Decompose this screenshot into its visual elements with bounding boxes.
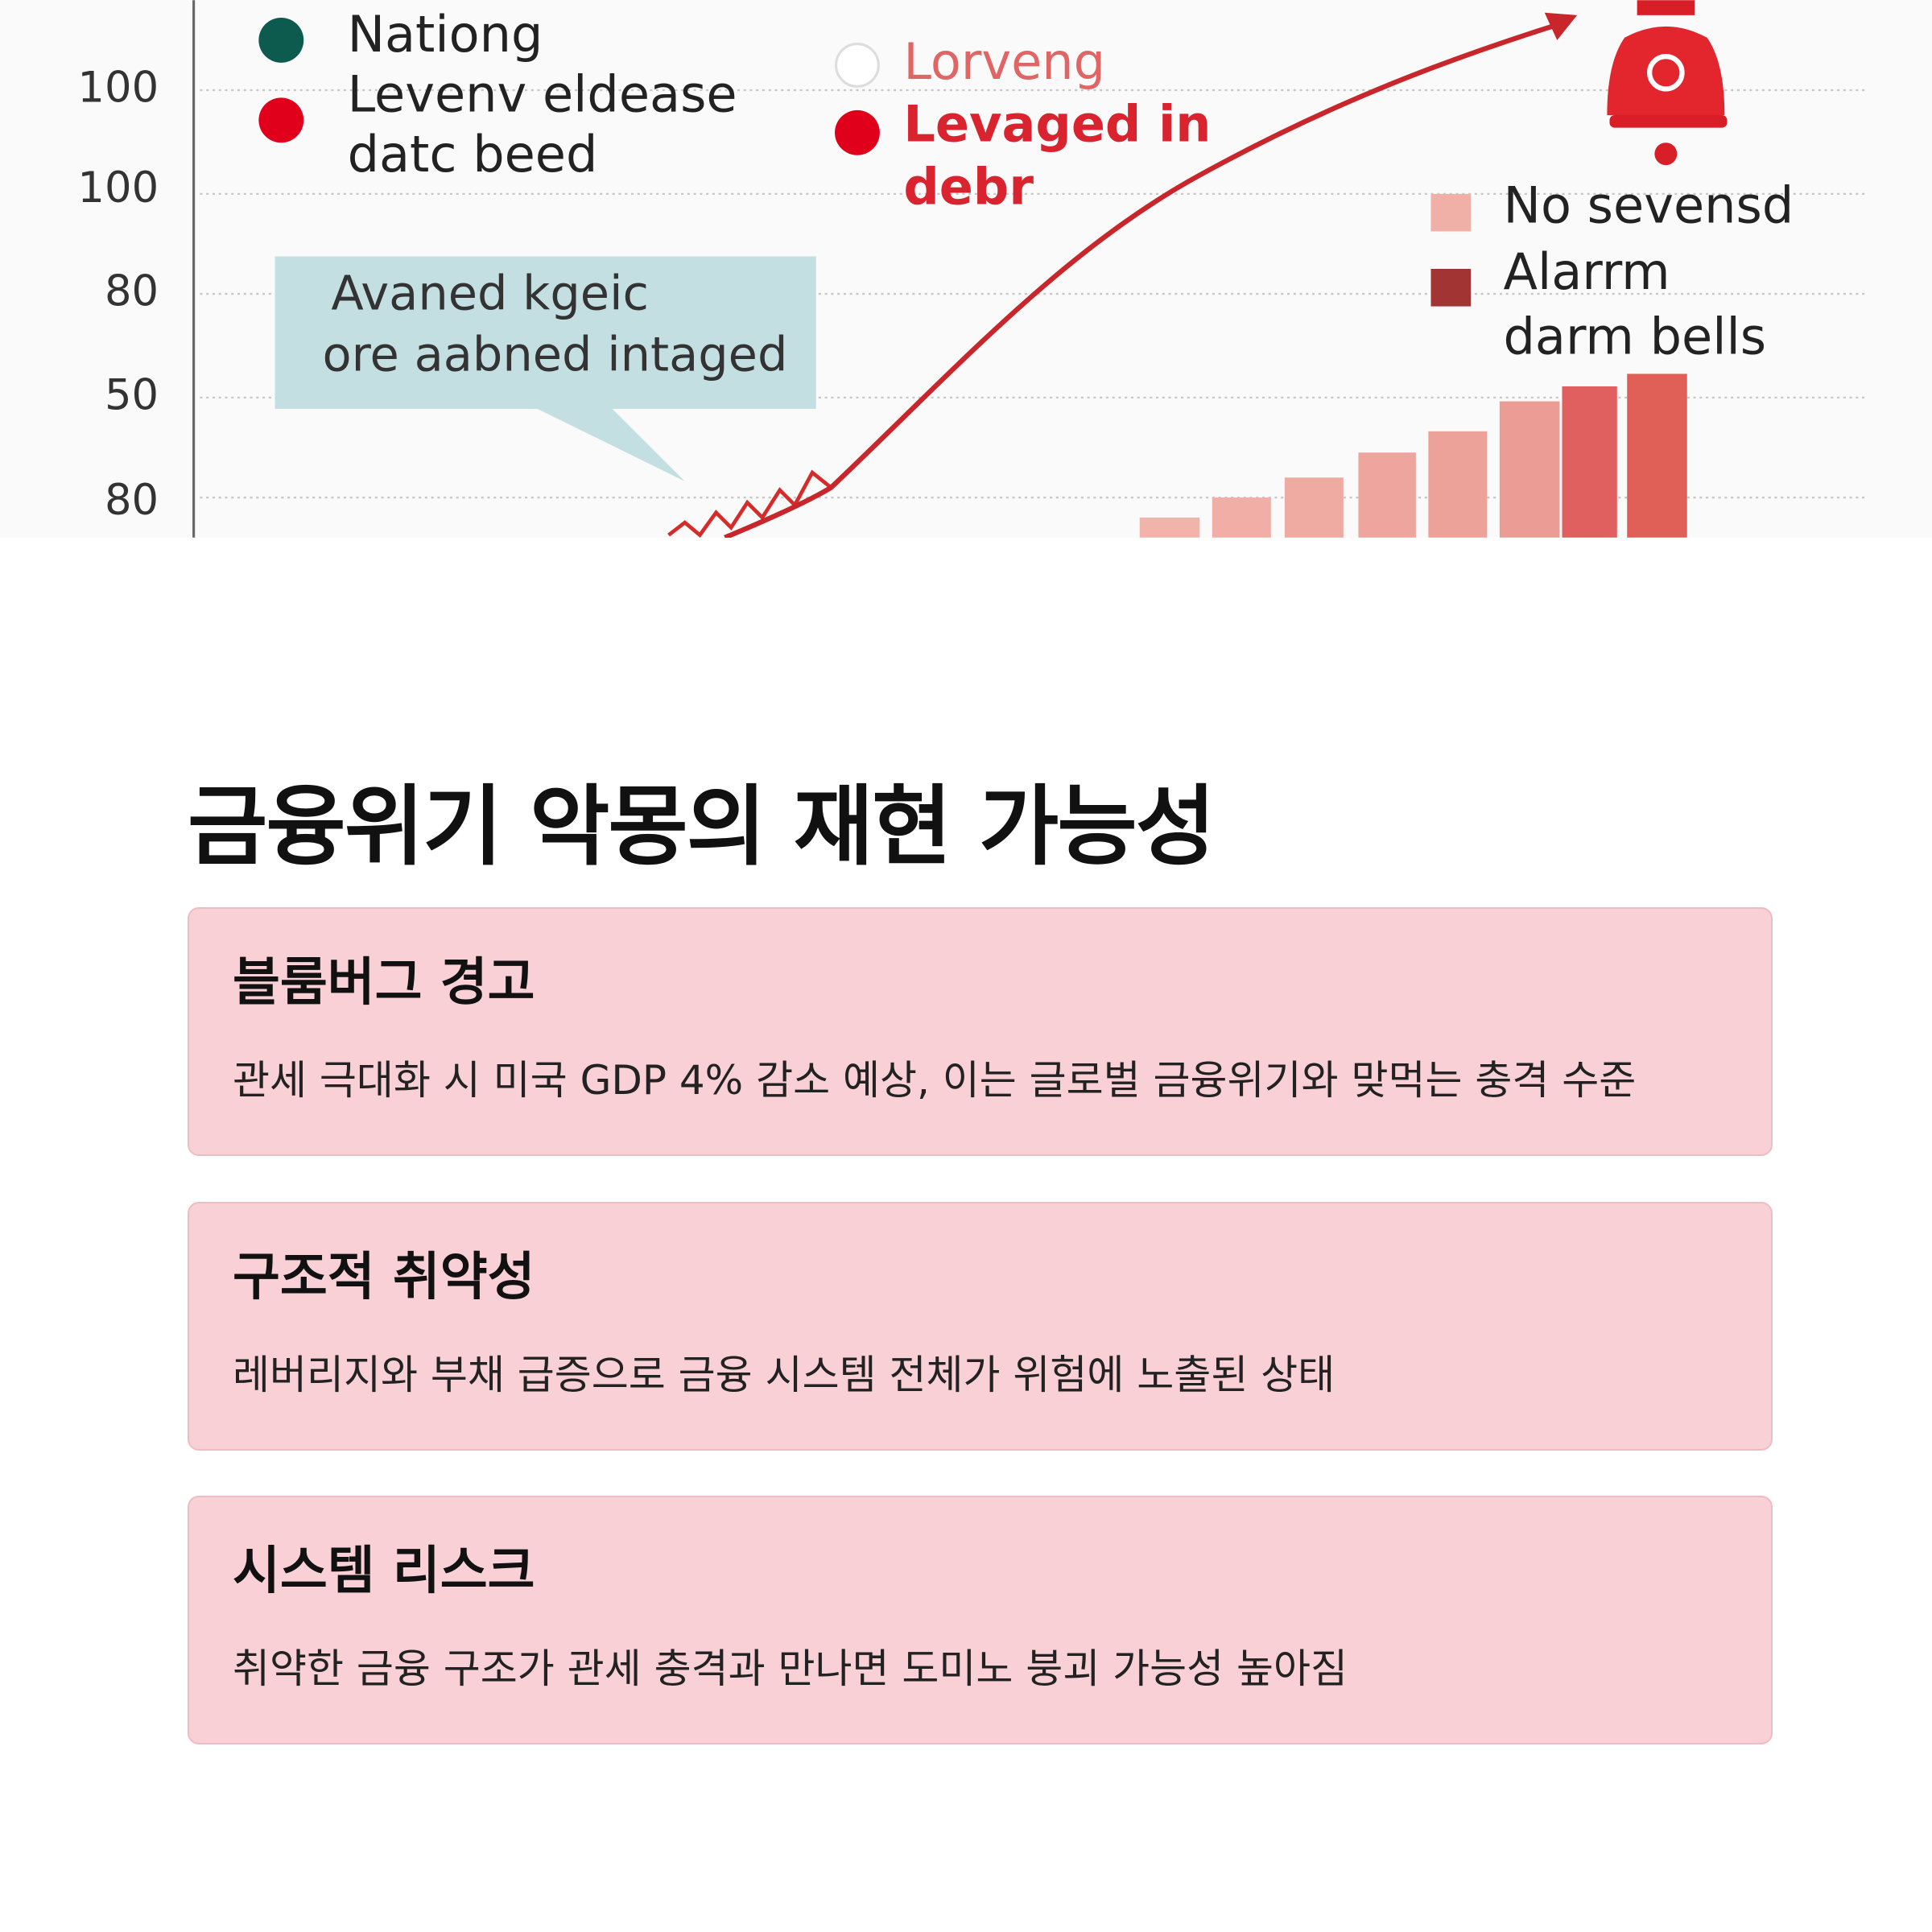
legend-text: No sevensd [1504, 176, 1794, 235]
legend-text: Levenv eldease [348, 64, 737, 123]
axis-label: 100 [77, 163, 159, 213]
illustration: 100 100 80 50 80 Nationg Levenv eldease … [0, 0, 1932, 538]
axis-label: 50 [105, 371, 159, 420]
bars [1139, 374, 1687, 538]
legend-dot [834, 43, 880, 88]
card: 구조적 취약성 레버리지와 부채 급증으로 금융 시스템 전체가 위험에 노출된… [188, 1202, 1773, 1451]
legend-text: Nationg [348, 5, 543, 64]
alarm-bell [1607, 0, 1728, 166]
arrow-head [1544, 12, 1578, 40]
card-title: 블룸버그 경고 [233, 953, 535, 1013]
legend-swatch [1430, 193, 1472, 232]
legend-text: debr [903, 157, 1034, 216]
legend-text: Levaged in [903, 95, 1211, 154]
callout-text: ore aabned intaged [323, 326, 788, 382]
legend-text: Lorveng [903, 32, 1105, 91]
axis-label: 80 [105, 476, 159, 525]
card-text: 관세 극대화 시 미국 GDP 4% 감소 예상, 이는 글로벌 금융위기와 맞… [233, 1057, 1637, 1104]
legend-dot [258, 17, 304, 63]
card-text: 레버리지와 부채 급증으로 금융 시스템 전체가 위험에 노출된 상태 [233, 1352, 1335, 1398]
trend-line [724, 23, 1557, 538]
card-title: 시스템 리스크 [233, 1542, 535, 1601]
legend-dot [258, 97, 304, 143]
card: 블룸버그 경고 관세 극대화 시 미국 GDP 4% 감소 예상, 이는 글로벌… [188, 907, 1773, 1156]
legend-text: Alarrm [1504, 242, 1670, 301]
callout-text: Avaned kgeic [331, 265, 649, 320]
card-text: 취약한 금융 구조가 관세 충격과 만나면 도미노 붕괴 가능성 높아짐 [233, 1645, 1348, 1692]
callout [275, 256, 816, 481]
heading: 금융위기 악몽의 재현 가능성 [188, 777, 1216, 877]
axis-label: 100 [77, 64, 159, 113]
legend-text: darm bells [1504, 308, 1767, 366]
legend-dot [834, 109, 880, 155]
card: 시스템 리스크 취약한 금융 구조가 관세 충격과 만나면 도미노 붕괴 가능성… [188, 1496, 1773, 1744]
card-title: 구조적 취약성 [233, 1248, 535, 1307]
axis-label: 80 [105, 267, 159, 316]
trend-zigzag [667, 469, 832, 538]
legend-text: datc beed [348, 125, 598, 184]
legend-swatch [1430, 269, 1472, 307]
